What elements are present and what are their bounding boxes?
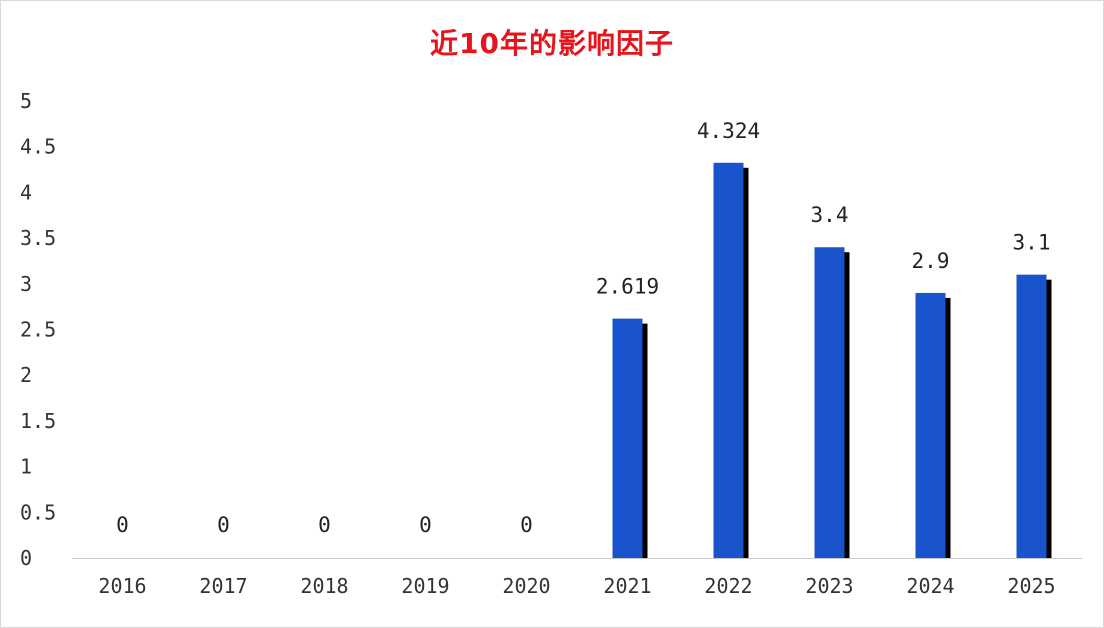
data-label: 3.1 (1013, 231, 1051, 255)
y-tick-label: 5 (20, 89, 32, 113)
y-tick-label: 4.5 (20, 135, 56, 159)
data-label: 0 (318, 513, 331, 537)
x-axis-ticks: 2016 2017 2018 2019 2020 2021 2022 2023 2024 2025 (98, 574, 1055, 598)
y-tick-label: 2.5 (20, 318, 56, 342)
x-tick-label: 2022 (704, 574, 752, 598)
y-tick-label: 0.5 (20, 500, 56, 524)
y-tick-label: 4 (20, 180, 32, 204)
bar (814, 247, 845, 559)
x-tick-label: 2025 (1007, 574, 1055, 598)
y-tick-label: 1.5 (20, 409, 56, 433)
x-tick-label: 2017 (199, 574, 247, 598)
x-tick-label: 2021 (603, 574, 651, 598)
data-label: 3.4 (811, 203, 849, 227)
x-tick-label: 2020 (502, 574, 550, 598)
data-label: 0 (520, 513, 533, 537)
data-label: 4.324 (697, 119, 760, 143)
x-tick-label: 2024 (906, 574, 954, 598)
y-tick-label: 0 (20, 546, 32, 570)
data-label: 0 (116, 513, 129, 537)
x-tick-label: 2023 (805, 574, 853, 598)
x-tick-label: 2019 (401, 574, 449, 598)
bars (612, 162, 1052, 559)
data-label: 0 (217, 513, 230, 537)
y-tick-label: 3.5 (20, 226, 56, 250)
x-tick-label: 2016 (98, 574, 146, 598)
bar (915, 292, 946, 558)
chart-title: 近10年的影响因子 (430, 27, 674, 60)
bar (713, 162, 744, 558)
data-label: 2.619 (596, 275, 659, 299)
data-label: 0 (419, 513, 432, 537)
bar (612, 318, 643, 558)
bar (1016, 274, 1047, 558)
y-tick-label: 1 (20, 455, 32, 479)
data-labels: 0 0 0 0 0 2.619 4.324 3.4 2.9 3.1 (116, 119, 1050, 537)
x-tick-label: 2018 (300, 574, 348, 598)
data-label: 2.9 (912, 249, 950, 273)
y-tick-label: 3 (20, 272, 32, 296)
y-axis-ticks: 0 0.5 1 1.5 2 2.5 3 3.5 4 4.5 5 (20, 89, 56, 570)
y-tick-label: 2 (20, 363, 32, 387)
